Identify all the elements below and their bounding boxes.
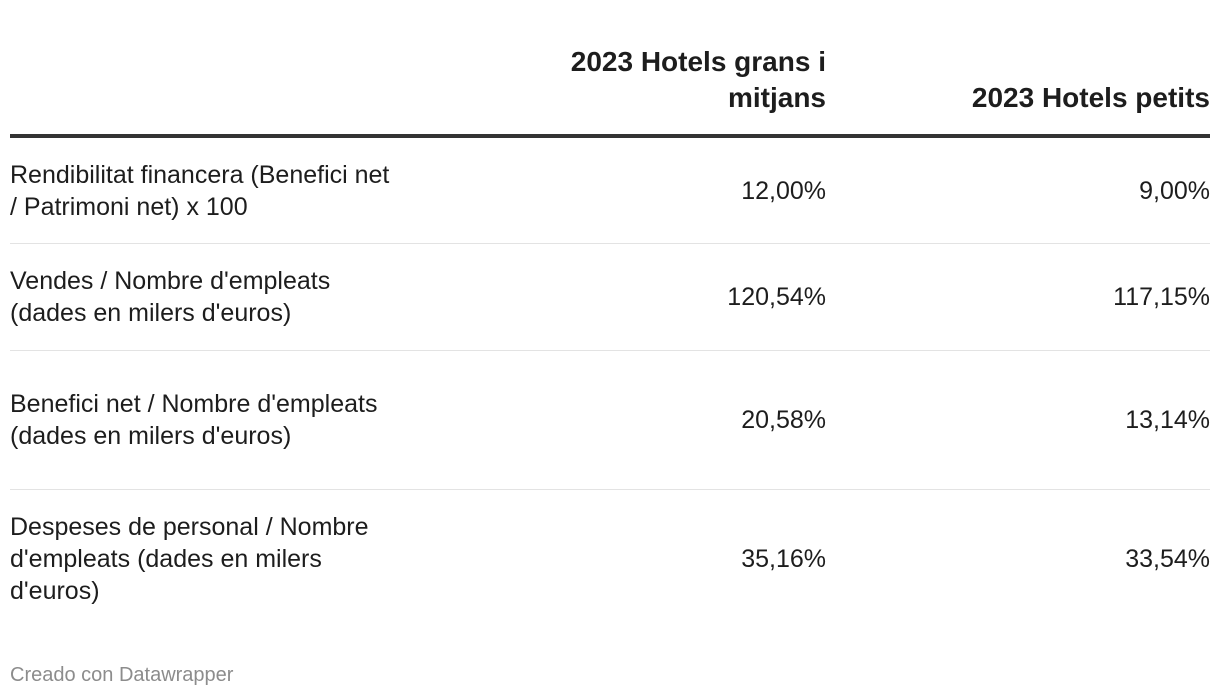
data-table-container: 2023 Hotels grans i mitjans 2023 Hotels … bbox=[10, 44, 1210, 628]
table-row: Benefici net / Nombre d'empleats (dades … bbox=[10, 350, 1210, 490]
value-small-hotels: 9,00% bbox=[826, 136, 1210, 244]
column-header-label bbox=[10, 44, 430, 138]
column-header-large-hotels: 2023 Hotels grans i mitjans bbox=[430, 44, 826, 138]
row-label-cell: Rendibilitat financera (Benefici net / P… bbox=[10, 136, 430, 244]
value-large-hotels: 12,00% bbox=[430, 136, 826, 244]
table-row: Vendes / Nombre d'empleats (dades en mil… bbox=[10, 243, 1210, 351]
row-label-cell: Despeses de personal / Nombre d'empleats… bbox=[10, 490, 430, 629]
column-header-small-hotels: 2023 Hotels petits bbox=[826, 44, 1210, 138]
value-large-hotels: 120,54% bbox=[430, 243, 826, 351]
column-header-large-hotels-text: 2023 Hotels grans i mitjans bbox=[570, 46, 826, 113]
footer-credit: Creado con Datawrapper bbox=[10, 664, 234, 686]
table-row: Rendibilitat financera (Benefici net / P… bbox=[10, 136, 1210, 244]
value-small-hotels: 13,14% bbox=[826, 350, 1210, 490]
value-small-hotels: 33,54% bbox=[1125, 545, 1210, 573]
row-label: Rendibilitat financera (Benefici net / P… bbox=[10, 160, 390, 221]
row-label: Benefici net / Nombre d'empleats (dades … bbox=[10, 390, 378, 450]
row-label: Despeses de personal / Nombre d'empleats… bbox=[10, 513, 369, 605]
table-header-row: 2023 Hotels grans i mitjans 2023 Hotels … bbox=[10, 44, 1210, 138]
table-row: Despeses de personal / Nombre d'empleats… bbox=[10, 490, 1210, 629]
data-table: 2023 Hotels grans i mitjans 2023 Hotels … bbox=[10, 44, 1210, 628]
row-label-cell: Benefici net / Nombre d'empleats (dades … bbox=[10, 350, 430, 490]
row-label-cell: Vendes / Nombre d'empleats (dades en mil… bbox=[10, 243, 430, 351]
value-small-hotels: 117,15% bbox=[826, 243, 1210, 351]
value-large-hotels: 20,58% bbox=[430, 350, 826, 490]
value-large-hotels: 35,16% bbox=[741, 545, 826, 573]
row-label: Vendes / Nombre d'empleats (dades en mil… bbox=[10, 267, 331, 327]
